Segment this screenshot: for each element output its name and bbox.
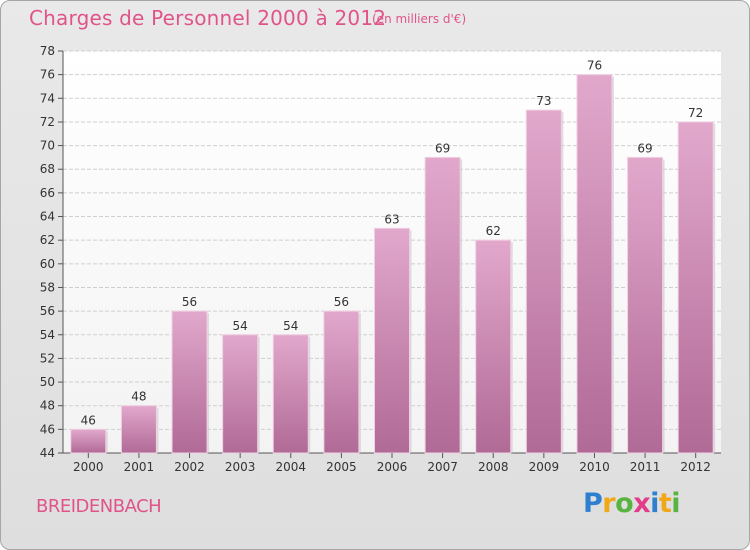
y-tick-label: 46 <box>40 422 55 436</box>
y-tick-label: 58 <box>40 280 55 294</box>
logo-letter: i <box>671 488 681 519</box>
bar-value-label: 72 <box>688 106 703 120</box>
x-tick-label: 2004 <box>275 460 306 474</box>
logo-letter: x <box>633 488 651 519</box>
bar-value-label: 73 <box>536 94 551 108</box>
commune-name: BREIDENBACH <box>36 496 162 517</box>
bar <box>171 310 208 454</box>
bar <box>222 334 259 454</box>
y-tick-label: 56 <box>40 304 55 318</box>
bar <box>525 109 562 454</box>
y-tick-label: 74 <box>40 91 55 105</box>
y-tick-label: 44 <box>40 446 55 460</box>
chart-title: Charges de Personnel 2000 à 2012 <box>29 6 387 30</box>
proxiti-logo[interactable]: Proxiti <box>583 488 681 519</box>
bar <box>677 121 714 454</box>
bar-value-label: 48 <box>131 390 146 404</box>
x-tick-label: 2010 <box>579 460 610 474</box>
bar <box>323 310 360 454</box>
x-tick-label: 2002 <box>174 460 205 474</box>
x-tick-label: 2000 <box>73 460 104 474</box>
logo-letter: o <box>615 488 634 519</box>
bar-value-label: 76 <box>587 59 602 73</box>
bar <box>272 334 309 454</box>
y-tick-label: 62 <box>40 233 55 247</box>
x-tick-label: 2007 <box>427 460 458 474</box>
y-tick-label: 64 <box>40 210 55 224</box>
y-tick-label: 70 <box>40 139 55 153</box>
x-tick-label: 2011 <box>630 460 661 474</box>
logo-letter: t <box>658 488 672 519</box>
bar <box>70 428 107 454</box>
y-tick-label: 66 <box>40 186 55 200</box>
y-tick-label: 68 <box>40 162 55 176</box>
bar <box>475 239 512 454</box>
x-tick-label: 2006 <box>377 460 408 474</box>
bar-value-label: 63 <box>384 212 399 226</box>
x-tick-label: 2005 <box>326 460 357 474</box>
y-tick-label: 78 <box>40 44 55 58</box>
chart-subtitle: (en milliers d'€) <box>372 12 467 26</box>
bar-value-label: 69 <box>637 141 652 155</box>
bar <box>627 156 664 454</box>
y-tick-label: 60 <box>40 257 55 271</box>
x-tick-label: 2003 <box>225 460 256 474</box>
bar-value-label: 54 <box>283 319 298 333</box>
x-tick-label: 2008 <box>478 460 509 474</box>
logo-letter: r <box>602 488 616 519</box>
bar-value-label: 56 <box>182 295 197 309</box>
x-tick-label: 2009 <box>529 460 560 474</box>
bar-value-label: 62 <box>486 224 501 238</box>
bar <box>576 74 613 454</box>
bar-value-label: 56 <box>334 295 349 309</box>
y-tick-label: 50 <box>40 375 55 389</box>
y-tick-label: 54 <box>40 328 55 342</box>
bar-value-label: 54 <box>233 319 248 333</box>
y-tick-label: 72 <box>40 115 55 129</box>
bar <box>120 405 157 454</box>
bar-value-label: 69 <box>435 141 450 155</box>
x-tick-label: 2012 <box>680 460 711 474</box>
logo-letter: i <box>650 488 659 519</box>
y-tick-label: 48 <box>40 399 55 413</box>
logo-letter: P <box>583 488 603 519</box>
x-tick-label: 2001 <box>124 460 155 474</box>
bar-value-label: 46 <box>81 413 96 427</box>
bar <box>374 227 410 454</box>
y-tick-label: 52 <box>40 351 55 365</box>
bar <box>424 156 461 454</box>
y-tick-label: 76 <box>40 68 55 82</box>
